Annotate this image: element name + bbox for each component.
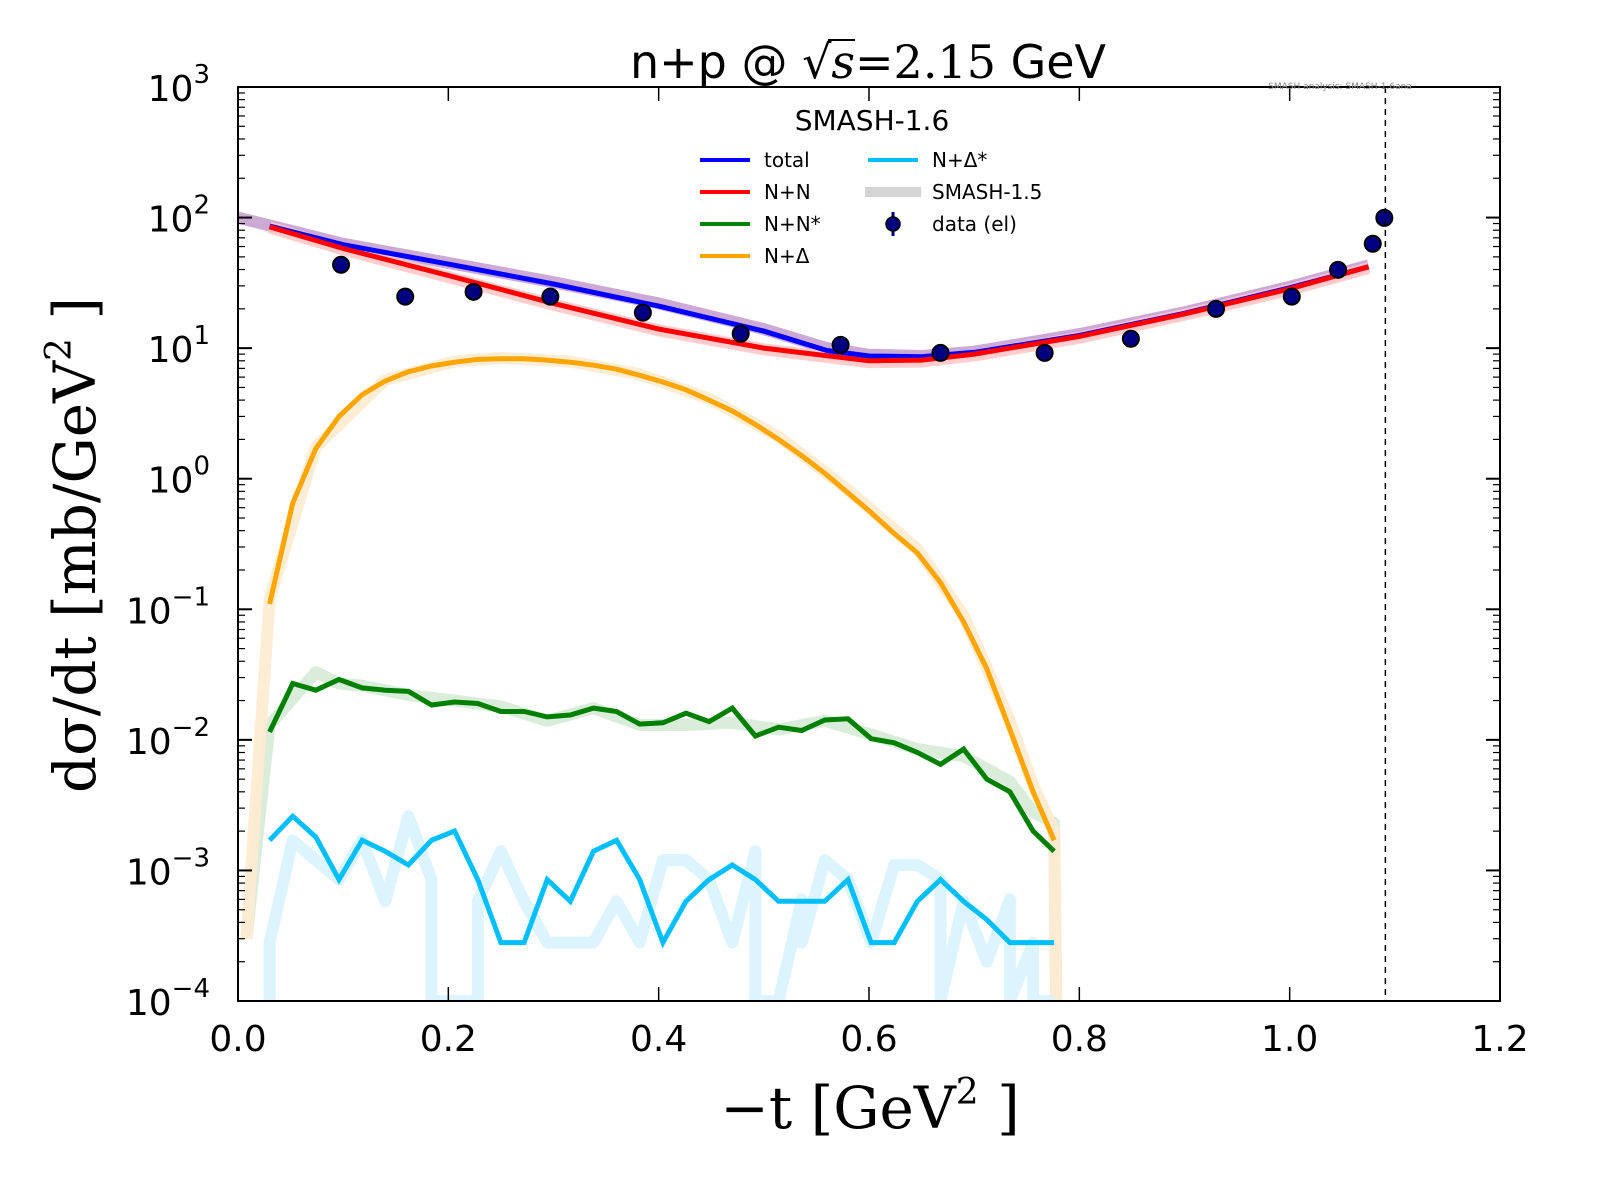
data-point (931, 343, 950, 362)
legend-entry-n-n: N+N* (700, 212, 821, 236)
series-line-n (267, 356, 1057, 842)
legend-title: SMASH-1.6 (795, 104, 950, 137)
y-tick-label: 100 (148, 452, 210, 502)
data-point (1375, 208, 1394, 227)
data-point (633, 303, 652, 322)
series-line-n-n (267, 676, 1056, 854)
band-total-smash-1-5 (238, 211, 1371, 362)
y-tick-label: 10−1 (126, 582, 210, 632)
series-line-n (267, 812, 1055, 949)
x-tick-labels: 0.0 0.2 0.4 0.6 0.8 1.0 1.2 (209, 1019, 1528, 1060)
legend-entry-n: N+Δ* (868, 148, 987, 172)
y-tick-label: 10−2 (126, 713, 210, 763)
data-point (1282, 287, 1301, 306)
x-tick-label: 1.2 (1471, 1019, 1528, 1060)
watermark: SMASH analysis: SMASH-1.6ana (1268, 82, 1412, 92)
data-point (1207, 299, 1226, 318)
legend-label: data (el) (932, 212, 1017, 236)
legend-label: N+Δ* (932, 148, 987, 172)
x-tick-label: 0.2 (420, 1019, 477, 1060)
y-tick-label: 103 (148, 60, 210, 110)
y-tick-label: 10−4 (126, 974, 210, 1024)
band-n-smash-1-5 (263, 810, 1055, 1001)
x-tick-label: 0.4 (630, 1019, 687, 1060)
legend-entry-data-el: data (el) (885, 212, 1017, 236)
smash15-bands (238, 211, 1371, 1001)
y-tick-label: 102 (148, 191, 210, 241)
legend-label: N+N (764, 180, 811, 204)
data-point (1329, 260, 1348, 279)
data-point (1363, 234, 1382, 253)
x-tick-label: 0.0 (209, 1019, 266, 1060)
series-lines (267, 223, 1370, 949)
title-energy: =2.15 (855, 35, 996, 89)
title-prefix: n+p @ (630, 35, 802, 89)
data-point (332, 255, 351, 274)
legend-label: N+N* (764, 212, 821, 236)
chart-title: n+p @ √s=2.15 GeV (630, 35, 1107, 89)
axis-ticks (237, 87, 1501, 1002)
x-tick-label: 0.8 (1051, 1019, 1108, 1060)
title-unit: GeV (996, 35, 1107, 89)
x-tick-label: 1.0 (1261, 1019, 1318, 1060)
legend-entry-total: total (700, 148, 810, 172)
data-point (831, 335, 850, 354)
data-point (464, 282, 483, 301)
legend-marker (885, 216, 901, 232)
title-sqrt: √s (802, 35, 855, 89)
y-axis-label: dσ/dt [mb/GeV2 ] (39, 297, 109, 793)
data-point (541, 287, 560, 306)
data-point (396, 287, 415, 306)
legend-label: N+Δ (764, 244, 810, 268)
series-line-n-n (268, 224, 1370, 364)
x-tick-label: 0.6 (840, 1019, 897, 1060)
y-tick-label: 10−3 (126, 843, 210, 893)
data-point (1035, 343, 1054, 362)
legend-entry-n: N+Δ (700, 244, 810, 268)
data-point (731, 324, 750, 343)
y-tick-labels: 103 102 101 100 10−1 10−2 10−3 10−4 (126, 60, 210, 1024)
legend: SMASH-1.6 total N+N N+N* N+Δ N+Δ* SMASH-1.5 da… (700, 104, 1042, 268)
legend-entry-smash-1-5: SMASH-1.5 (865, 180, 1042, 204)
legend-entry-n-n: N+N (700, 180, 811, 204)
data-points (332, 208, 1394, 362)
legend-label: total (764, 148, 810, 172)
data-point (1121, 329, 1140, 348)
x-axis-label: −t [GeV2 ] (720, 1072, 1020, 1142)
y-tick-label: 101 (148, 321, 210, 371)
series-line-total (268, 223, 1370, 360)
legend-label: SMASH-1.5 (932, 180, 1042, 204)
